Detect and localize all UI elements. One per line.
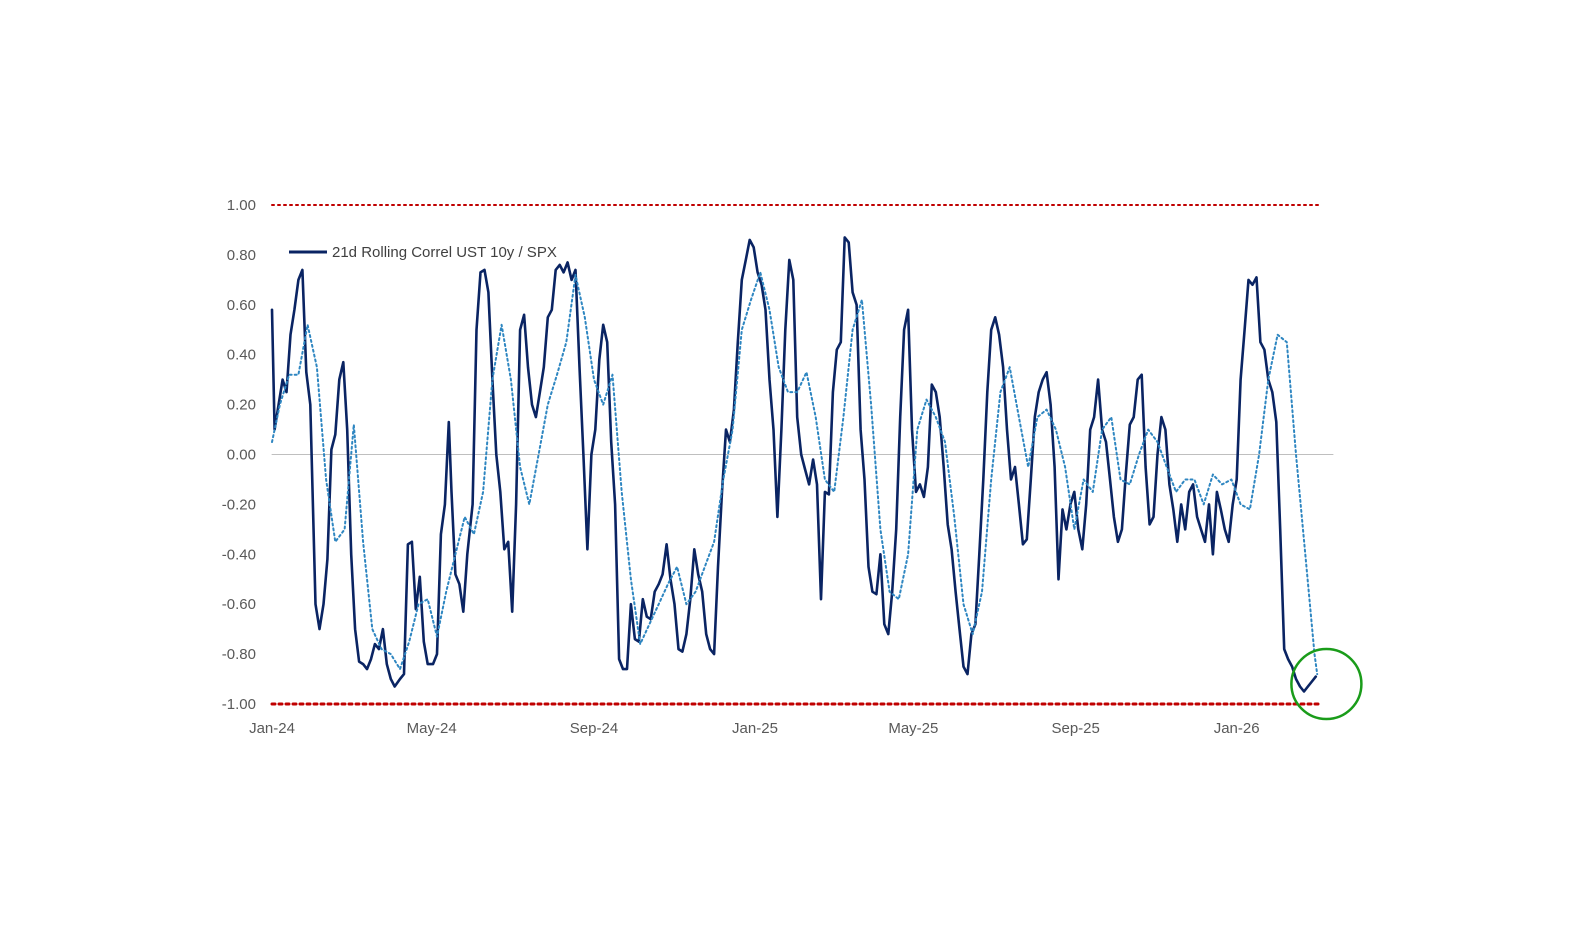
- highlight-circle: [1290, 647, 1363, 721]
- x-tick-label: May-25: [888, 720, 938, 737]
- x-tick-label: Jan-25: [732, 720, 778, 737]
- x-tick-label: Sep-25: [1051, 720, 1099, 737]
- x-tick-label: Sep-24: [570, 720, 618, 737]
- y-tick-label: 0.40: [227, 347, 256, 364]
- x-tick-label: Jan-26: [1214, 720, 1260, 737]
- legend: 21d Rolling Correl UST 10y / SPX: [289, 244, 557, 261]
- y-tick-label: -0.80: [222, 646, 256, 663]
- series-line-dotted: [271, 271, 1319, 676]
- y-tick-label: -0.60: [222, 596, 256, 613]
- y-tick-labels: 1.00 0.80 0.60 0.40 0.20 0.00 -0.20 -0.40 -0.60 -…: [222, 197, 256, 713]
- series-layer: [270, 236, 1319, 693]
- highlight-layer: [1290, 647, 1363, 721]
- x-tick-label: Jan-24: [249, 720, 295, 737]
- y-tick-label: 0.00: [227, 447, 256, 464]
- y-tick-label: -0.20: [222, 496, 256, 513]
- y-tick-label: 0.20: [227, 397, 256, 414]
- y-tick-label: 0.80: [227, 247, 256, 264]
- y-tick-label: 1.00: [227, 197, 256, 214]
- x-tick-label: May-24: [407, 720, 457, 737]
- y-tick-label: 0.60: [227, 297, 256, 314]
- x-tick-labels: Jan-24 May-24 Sep-24 Jan-25 May-25 Sep-25 Jan-…: [249, 720, 1260, 737]
- legend-label: 21d Rolling Correl UST 10y / SPX: [332, 244, 557, 261]
- y-tick-label: -0.40: [222, 546, 256, 563]
- y-tick-label: -1.00: [222, 696, 256, 713]
- series-line-correl: [270, 236, 1318, 693]
